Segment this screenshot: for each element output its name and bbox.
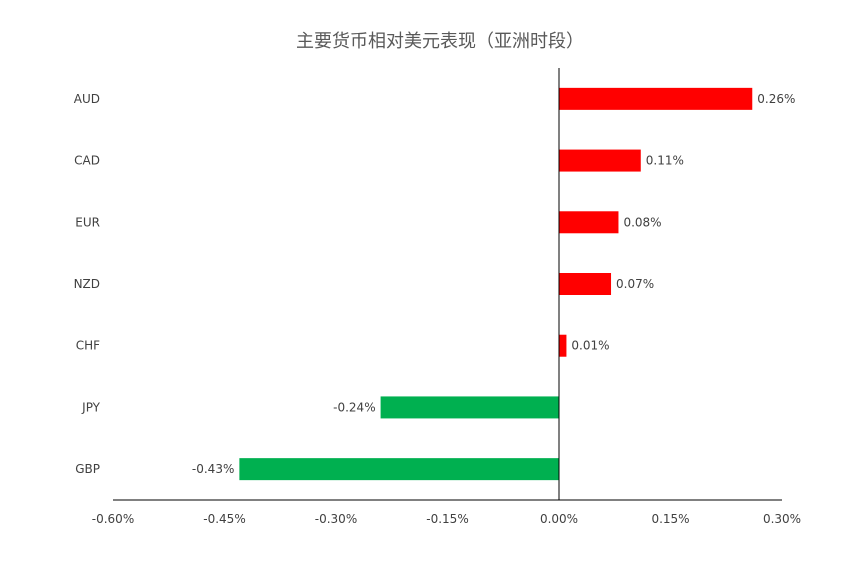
bar-chf [559,334,567,357]
data-label-jpy: -0.24% [333,400,375,414]
x-tick-label: -0.60% [92,512,134,526]
x-tick-label: 0.30% [763,512,801,526]
category-label-gbp: GBP [75,462,100,476]
bar-eur [559,211,619,234]
category-label-chf: CHF [76,339,100,353]
chart-title: 主要货币相对美元表现（亚洲时段） [296,31,584,52]
labels-layer: AUD 0.26% CAD 0.11% EUR 0.08% NZD 0.07% CHF 0.01%… [74,92,796,476]
data-label-cad: 0.11% [646,154,684,168]
bar-nzd [559,273,612,295]
data-label-aud: 0.26% [757,92,795,106]
data-label-nzd: 0.07% [616,277,654,291]
data-label-gbp: -0.43% [192,462,234,476]
category-label-nzd: NZD [74,277,100,291]
axes-layer: -0.60% -0.45% -0.30% -0.15% 0.00% 0.15% 0.30% [92,68,801,526]
data-label-chf: 0.01% [571,339,609,353]
category-label-aud: AUD [74,92,100,106]
data-label-eur: 0.08% [623,215,661,229]
category-label-cad: CAD [74,154,100,168]
bars-layer [239,87,753,481]
x-tick-label: 0.15% [651,512,689,526]
category-label-eur: EUR [75,215,100,229]
bar-jpy [380,396,559,419]
bar-cad [559,149,641,172]
category-label-jpy: JPY [81,400,101,414]
bar-aud [559,87,753,110]
bar-gbp [239,458,559,481]
x-tick-label: 0.00% [540,512,578,526]
x-tick-label: -0.30% [315,512,357,526]
x-tick-label: -0.45% [203,512,245,526]
x-tick-label: -0.15% [426,512,468,526]
